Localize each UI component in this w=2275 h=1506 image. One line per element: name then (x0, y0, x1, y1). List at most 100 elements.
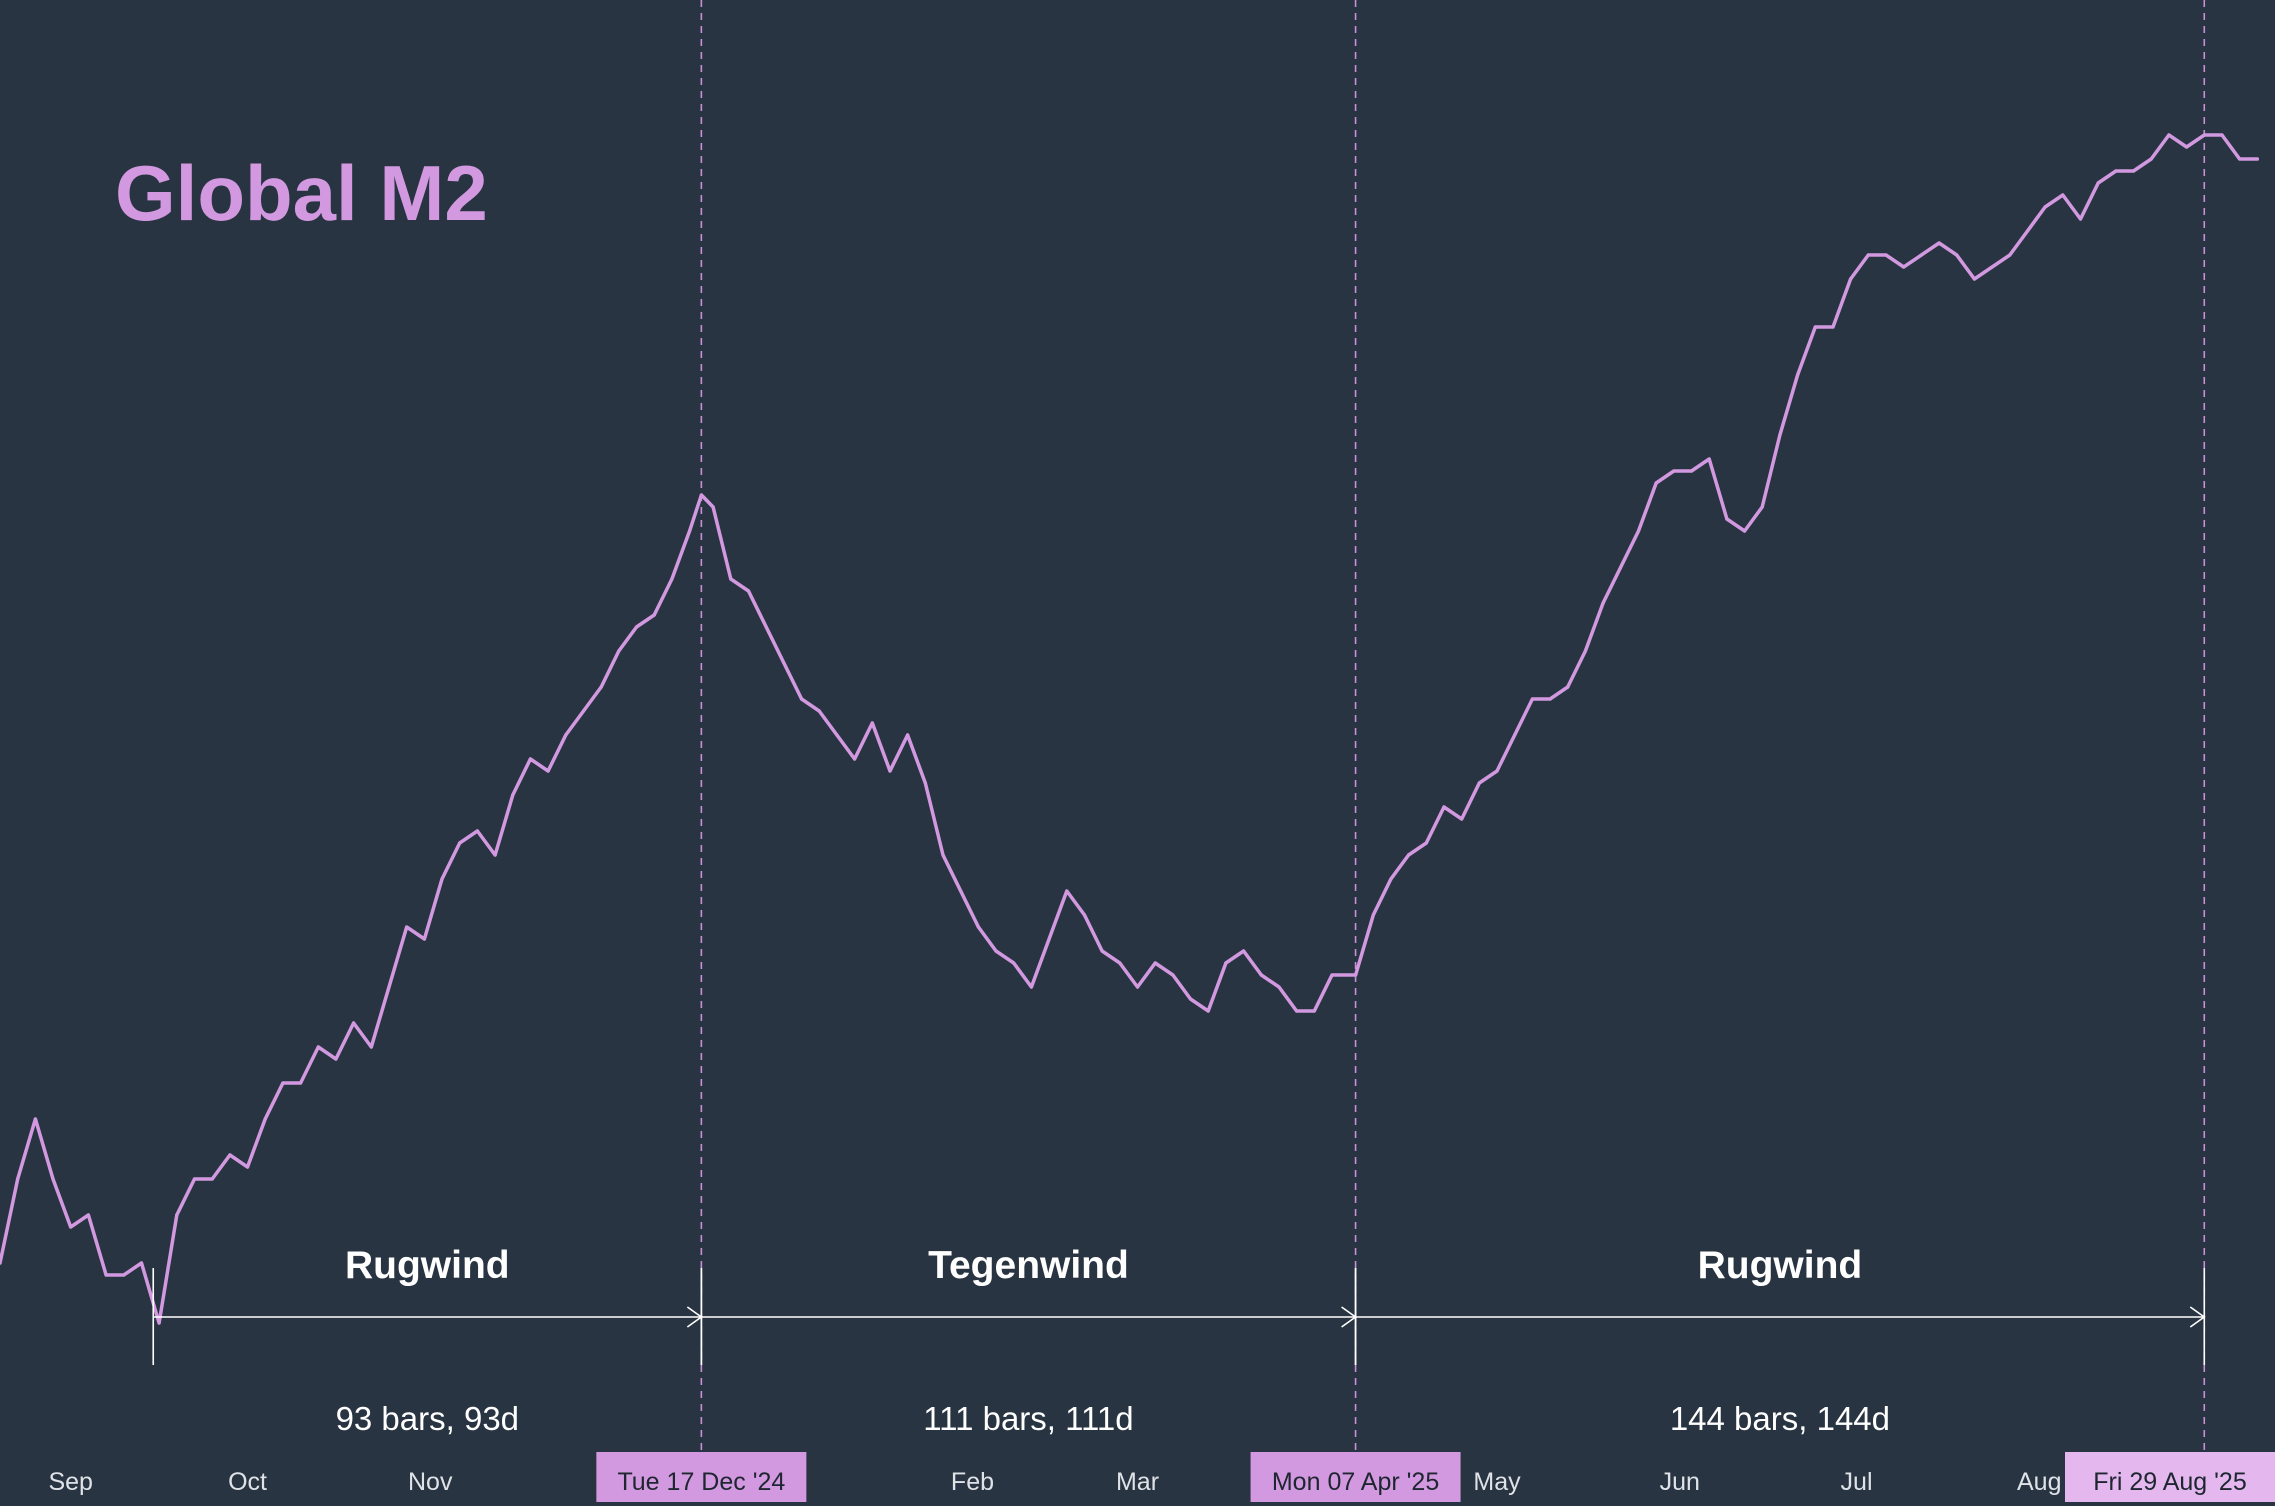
data-point (994, 949, 998, 953)
data-point (2220, 133, 2224, 137)
data-point (422, 937, 426, 941)
data-point (1495, 769, 1499, 773)
data-point (0, 1261, 2, 1265)
date-marker: Mon 07 Apr '25 (1250, 1452, 1461, 1502)
segment-label: Rugwind (1698, 1244, 1863, 1287)
date-marker: Fri 29 Aug '25 (2065, 1452, 2275, 1502)
data-point (1866, 253, 1870, 257)
data-point (1654, 481, 1658, 485)
data-point (1513, 733, 1517, 737)
data-point (2184, 145, 2189, 149)
data-point (2096, 181, 2100, 185)
date-marker: Tue 17 Dec '24 (596, 1452, 807, 1502)
chart-title: Global M2 (115, 149, 488, 237)
data-point (1135, 985, 1140, 989)
data-point (1689, 469, 1694, 473)
data-point (2114, 169, 2118, 173)
data-point (1884, 253, 1888, 257)
x-tick-label: Jun (1660, 1468, 1700, 1496)
data-point (369, 1045, 373, 1049)
x-tick-label: May (1473, 1468, 1521, 1496)
data-point (298, 1081, 303, 1085)
data-point (86, 1213, 91, 1217)
data-point (139, 1261, 144, 1265)
data-point (888, 769, 892, 773)
data-point (1082, 913, 1087, 917)
data-point (2078, 217, 2083, 221)
data-point (1224, 961, 1228, 965)
data-point (122, 1273, 126, 1277)
data-point (1725, 517, 1729, 521)
data-point (1029, 985, 1034, 989)
segment: Rugwind 93 bars, 93d (152, 1244, 703, 1437)
data-point (440, 877, 444, 881)
data-point (1100, 949, 1104, 953)
data-point (2202, 133, 2206, 137)
data-point (729, 577, 733, 581)
data-point (1672, 469, 1676, 473)
date-marker-box (2065, 1452, 2275, 1502)
data-point (959, 889, 963, 893)
data-point (387, 985, 391, 989)
data-point (228, 1153, 232, 1157)
data-point (2043, 205, 2047, 209)
data-point (458, 841, 462, 845)
data-point (1241, 949, 1246, 953)
data-point (281, 1081, 285, 1085)
data-point (1778, 433, 1782, 437)
data-point (1407, 853, 1411, 857)
data-point (1353, 973, 1358, 977)
data-point (1442, 805, 1446, 809)
date-marker-label: Mon 07 Apr '25 (1272, 1468, 1439, 1496)
data-point (1118, 961, 1122, 965)
data-point (1065, 889, 1069, 893)
data-point (1760, 505, 1764, 509)
global-m2-series-line (0, 133, 2260, 1325)
segment-label: Rugwind (345, 1244, 510, 1287)
date-marker-box (1250, 1452, 1461, 1502)
data-point (941, 853, 945, 857)
data-point (2238, 157, 2242, 161)
segment-bar-count: 144 bars, 144d (1670, 1400, 1890, 1437)
date-marker-label: Fri 29 Aug '25 (2093, 1468, 2246, 1496)
data-point (1849, 277, 1853, 281)
data-point (976, 925, 980, 929)
data-point (1330, 973, 1334, 977)
data-point (617, 649, 621, 653)
data-point (1389, 877, 1393, 881)
data-point (1153, 961, 1157, 965)
data-point (2131, 169, 2136, 173)
data-point (511, 793, 515, 797)
data-point (634, 625, 639, 629)
data-point (1955, 253, 1959, 257)
data-point (1312, 1009, 1316, 1013)
data-point (405, 925, 409, 929)
data-point (546, 769, 550, 773)
segment: Tegenwind 111 bars, 111d (700, 1244, 1357, 1437)
data-point (1530, 697, 1534, 701)
date-marker-label: Tue 17 Dec '24 (617, 1468, 785, 1496)
data-point (475, 829, 479, 833)
x-tick-label: Jul (1841, 1468, 1873, 1496)
segment-bar-count: 111 bars, 111d (923, 1400, 1133, 1437)
data-point (493, 853, 497, 857)
data-point (799, 697, 804, 701)
data-point (870, 721, 874, 725)
data-point (175, 1213, 179, 1217)
x-tick-label: Oct (228, 1468, 267, 1496)
data-point (652, 613, 656, 617)
date-markers: Tue 17 Dec '24 Mon 07 Apr '25 Fri 29 Aug '… (596, 1452, 2275, 1502)
data-point (1619, 565, 1623, 569)
data-point (2025, 229, 2030, 233)
data-point (1707, 457, 1711, 461)
data-point (564, 733, 568, 737)
data-point (711, 505, 715, 509)
data-point (1295, 1009, 1299, 1013)
data-point (528, 757, 533, 761)
data-point (1188, 997, 1193, 1001)
data-point (16, 1177, 20, 1181)
x-tick-label: Mar (1116, 1468, 1159, 1496)
data-point (1047, 937, 1051, 941)
data-point (1171, 973, 1175, 977)
